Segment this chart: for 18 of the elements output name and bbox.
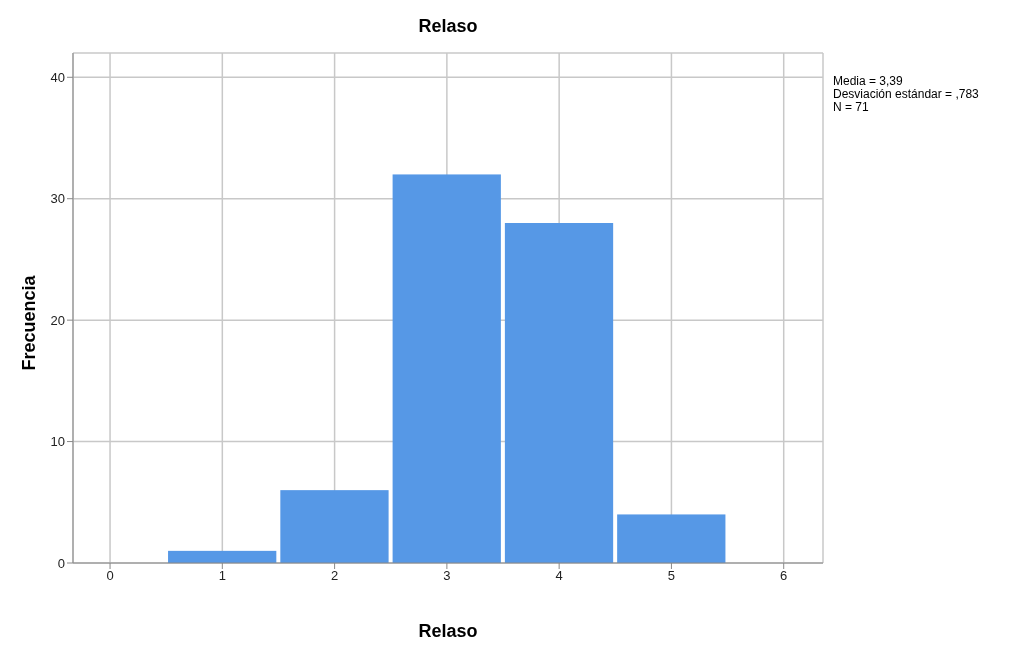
y-tick-label: 20 (50, 312, 65, 328)
text: Desviación estándar = ,783 (833, 87, 979, 101)
y-axis-title: Frecuencia (18, 275, 40, 371)
text: Media = 3,39 (833, 74, 904, 88)
x-tick-label: 2 (330, 568, 339, 584)
y-tick-label: 40 (50, 69, 65, 85)
y-tick-label: 30 (50, 191, 65, 207)
x-tick-label: 4 (555, 568, 563, 584)
x-tick-label: 3 (443, 568, 451, 584)
y-tick-label: 0 (57, 555, 65, 571)
x-tick-label: 6 (780, 568, 788, 584)
x-tick-label: 0 (106, 568, 114, 584)
x-tick-label: 1 (218, 568, 226, 584)
text: N = 71 (833, 100, 870, 114)
x-tick-label: 5 (667, 568, 676, 584)
chart-title: Relaso (417, 16, 479, 37)
x-axis-title: Relaso (417, 621, 479, 642)
y-tick-label: 10 (50, 434, 65, 450)
